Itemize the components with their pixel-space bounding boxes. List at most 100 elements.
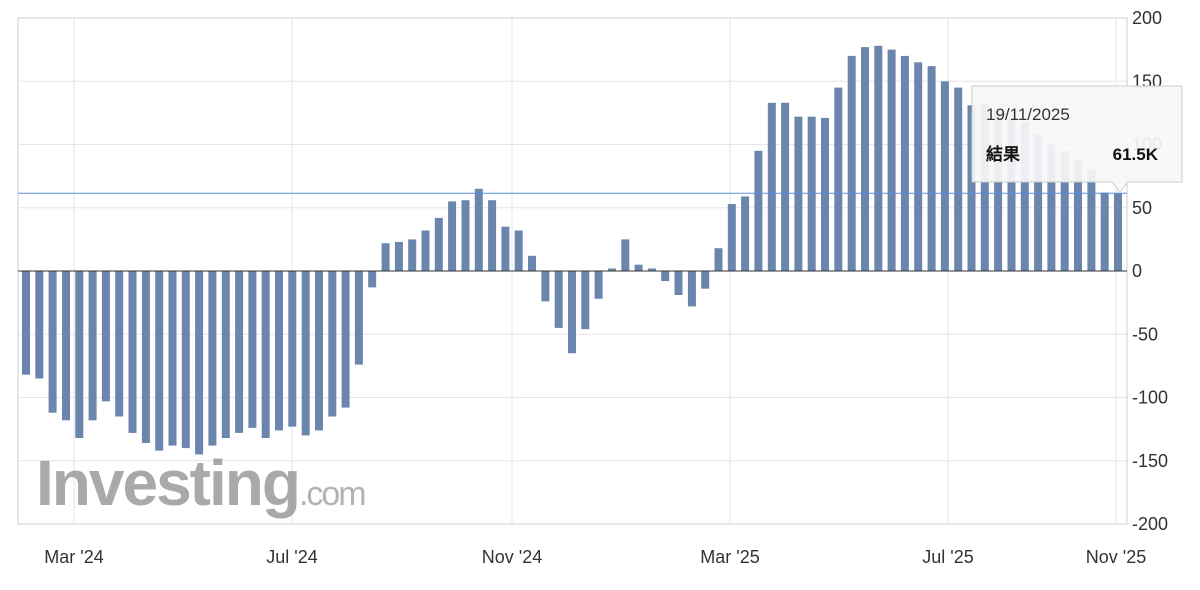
bar [661,271,670,282]
bar [208,271,217,446]
bar [514,230,523,271]
x-tick-label: Mar '24 [44,547,103,567]
bar [1047,144,1056,271]
bar [35,271,44,379]
bar [368,271,377,288]
bar [900,55,909,272]
x-tick-label: Nov '24 [482,547,542,567]
bar [1087,169,1096,271]
bar [1060,150,1069,271]
bar [727,204,736,271]
bar [1114,193,1122,271]
bar [128,271,137,433]
x-tick-label: Nov '25 [1086,547,1146,567]
tooltip: 19/11/2025 結果 61.5K [971,85,1183,193]
bar [554,271,563,328]
watermark-logo: Investing.com [36,447,367,519]
bar [381,243,390,271]
bar [861,47,869,271]
bar [421,230,430,271]
bar [714,248,723,271]
bar [235,271,244,433]
bar [261,271,270,438]
tooltip-label: 結果 [986,144,1020,164]
bar [994,109,1003,271]
bar [408,239,417,271]
bar [434,217,443,271]
bar [634,264,643,271]
bar [101,271,110,402]
bar [275,271,283,431]
bar [568,271,576,354]
y-tick-label: -100 [1132,388,1168,408]
bar [288,271,297,427]
y-tick-label: 200 [1132,8,1162,28]
bar [354,271,363,365]
bar [22,271,30,375]
bar [674,271,683,295]
y-tick-label: -50 [1132,324,1158,344]
x-tick-label: Mar '25 [700,547,759,567]
watermark-brand: Investing [36,447,299,519]
bar [195,271,204,455]
svg-text:Investing.com: Investing.com [36,447,365,519]
x-tick-label: Jul '25 [922,547,973,567]
bar [927,66,936,271]
bar [980,104,989,271]
bar [647,268,656,271]
bar [448,201,457,271]
bar [155,271,164,451]
bar [608,268,616,271]
bar [701,271,710,289]
bar [181,271,190,449]
bar [528,255,536,271]
bar [754,150,763,271]
bar [1074,159,1082,271]
bar [940,81,949,272]
bar [1007,119,1016,271]
y-tick-label: -200 [1132,514,1168,534]
tooltip-value: 61.5K [1113,145,1159,164]
tooltip-date: 19/11/2025 [986,105,1070,124]
bars [18,45,1127,455]
bar [541,271,550,302]
bar [767,102,776,271]
bar [1034,134,1043,271]
bar [48,271,57,413]
bar [887,49,896,271]
bar [115,271,124,417]
bar [794,116,803,271]
bar [807,116,816,271]
bar [834,87,843,271]
y-tick-label: 0 [1132,261,1142,281]
bar [1020,121,1029,271]
bar [594,271,603,299]
bar [461,200,470,271]
bar [847,55,856,272]
bar [581,271,590,330]
bar [221,271,230,438]
bar [88,271,97,421]
bar [75,271,84,438]
bar [501,226,510,271]
bar [248,271,257,428]
y-tick-label: 50 [1132,198,1152,218]
bar [488,200,497,271]
bar [741,196,750,271]
bar [821,117,829,272]
bar [1100,192,1109,271]
bar [141,271,150,443]
bar [328,271,337,417]
bar [621,239,630,271]
bar [874,45,883,271]
y-tick-label: -150 [1132,451,1168,471]
bar [341,271,350,408]
bar [914,62,923,271]
tooltip-box [971,85,1183,193]
bar [394,241,403,271]
bar [967,105,976,271]
bar [474,188,483,271]
